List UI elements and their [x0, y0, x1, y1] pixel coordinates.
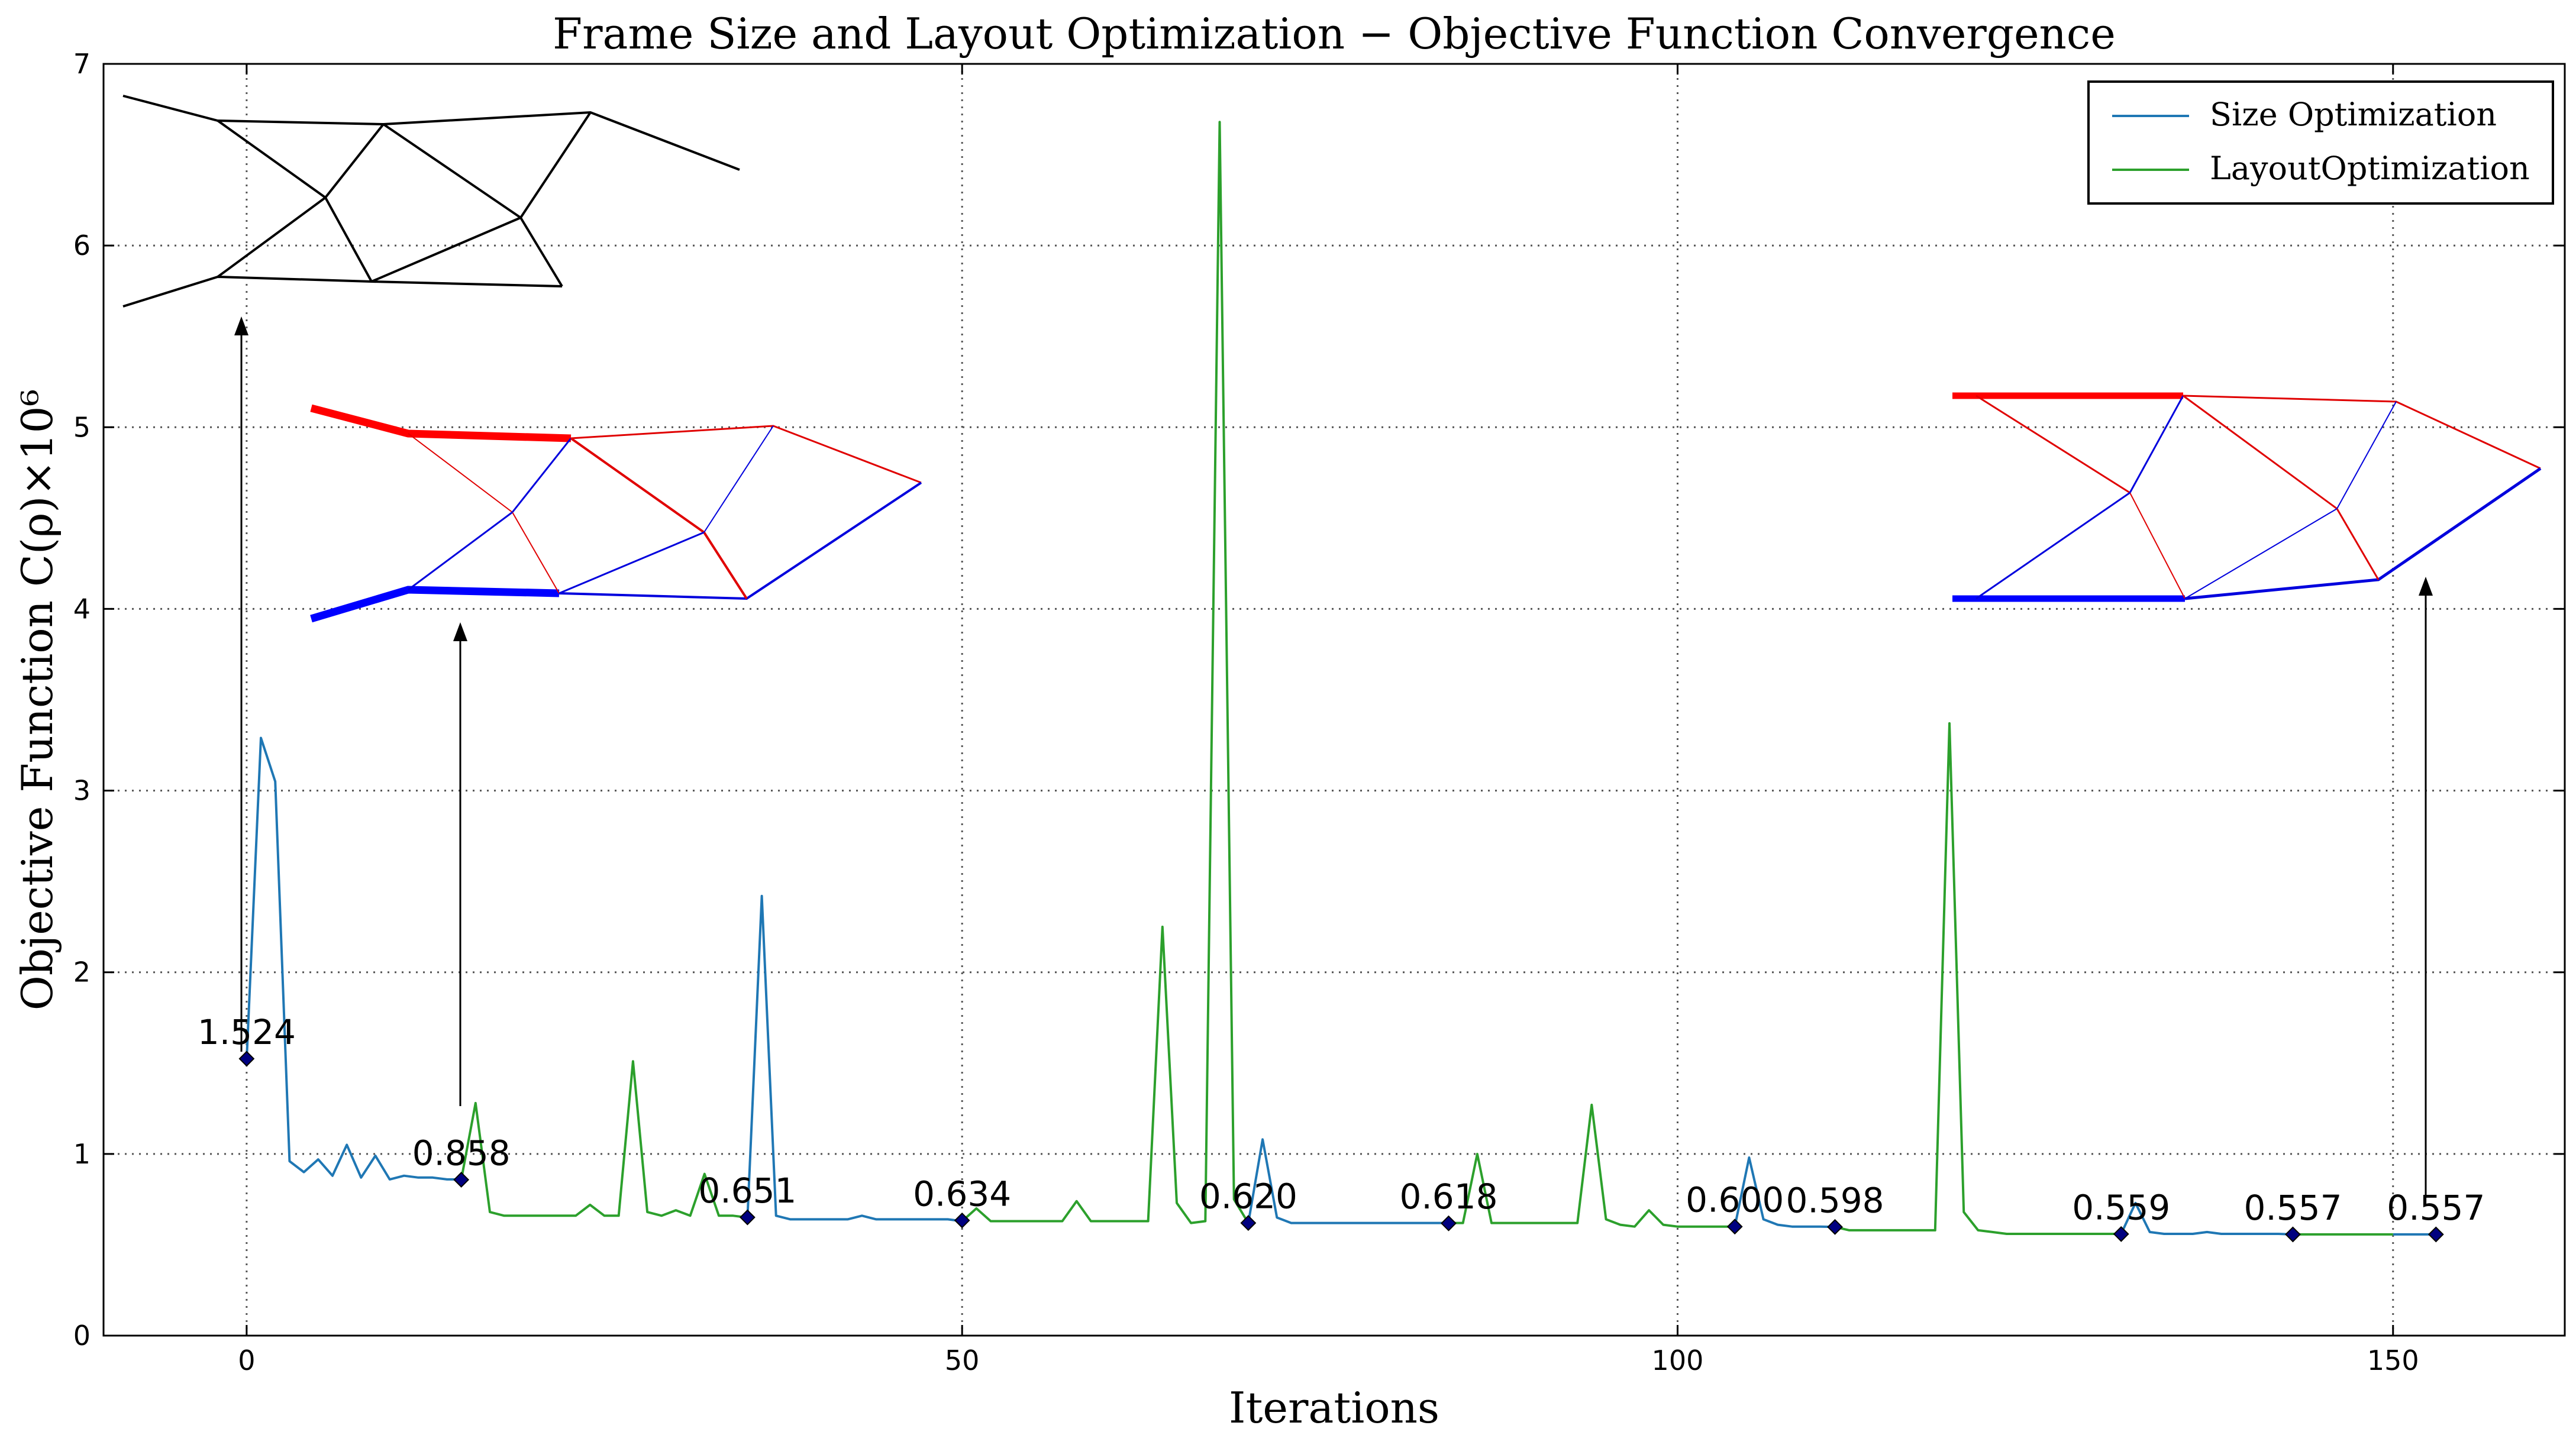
- legend-label-size: Size Optimization: [2210, 96, 2497, 133]
- data-point-marker: [238, 1051, 255, 1067]
- x-tick-label: 150: [2367, 1344, 2419, 1376]
- y-tick-label: 5: [73, 411, 91, 443]
- series-line-size-optimization: [1734, 1156, 1835, 1229]
- y-tick-label: 2: [73, 956, 91, 988]
- series-line-layout-optimization: [460, 1060, 748, 1219]
- series-line-size-optimization: [2120, 1201, 2293, 1236]
- series-line-size-optimization: [1247, 1138, 1449, 1224]
- y-tick-label: 4: [73, 593, 91, 625]
- iteration-markers: 1.524 0.858 0.651 0.634 0.620 0.618 0.600 0.598…: [198, 1012, 2485, 1243]
- data-point-label: 0.559: [2072, 1187, 2170, 1227]
- series-lines: [245, 121, 2436, 1236]
- y-tick-label: 6: [73, 230, 91, 261]
- x-tick-label: 0: [238, 1344, 255, 1376]
- data-point-marker: [739, 1209, 756, 1226]
- data-point-marker: [1240, 1215, 1257, 1231]
- initial-frame-drawing: [122, 95, 740, 308]
- y-axis-label: Objective Function C(ρ)×10⁶: [12, 389, 62, 1011]
- size-optimized-frame-drawing: [310, 404, 922, 623]
- y-tick-label: 3: [73, 775, 91, 807]
- y-tick-label: 0: [73, 1320, 91, 1352]
- data-point-marker: [2427, 1226, 2444, 1243]
- layout-optimized-frame-drawing: [1952, 392, 2542, 602]
- data-point-label: 0.651: [698, 1171, 796, 1211]
- chart-title: Frame Size and Layout Optimization − Obj…: [553, 9, 2116, 59]
- data-point-label: 0.858: [412, 1133, 511, 1173]
- data-point-marker: [2113, 1226, 2129, 1242]
- axis-ticks: 0 50 100 150 0 1 2 3 4 5 6 7: [73, 48, 2565, 1376]
- series-line-size-optimization: [746, 894, 963, 1223]
- data-point-marker: [453, 1172, 470, 1188]
- data-point-marker: [954, 1212, 970, 1229]
- data-point-label: 0.598: [1786, 1180, 1884, 1220]
- legend: Size Optimization LayoutOptimization: [2087, 80, 2554, 205]
- data-point-label: 0.600: [1686, 1180, 1784, 1220]
- x-tick-label: 50: [945, 1344, 980, 1376]
- x-tick-label: 100: [1652, 1344, 1704, 1376]
- series-line-layout-optimization: [1448, 1103, 1735, 1228]
- data-point-label: 0.618: [1399, 1176, 1497, 1217]
- legend-label-layout: LayoutOptimization: [2210, 150, 2530, 187]
- series-line-size-optimization: [245, 736, 461, 1181]
- x-axis-label: Iterations: [1229, 1383, 1439, 1433]
- annotation-arrows: [234, 316, 2433, 1198]
- data-point-label: 1.524: [198, 1012, 296, 1052]
- data-point-label: 0.620: [1199, 1176, 1297, 1217]
- data-point-marker: [1827, 1218, 1843, 1235]
- plot-area: [102, 63, 2566, 1337]
- data-point-marker: [1441, 1215, 1457, 1232]
- data-point-label: 0.557: [2387, 1188, 2485, 1228]
- data-point-marker: [1726, 1218, 1743, 1235]
- y-tick-label: 1: [73, 1138, 91, 1170]
- data-point-label: 0.634: [913, 1174, 1011, 1214]
- data-point-marker: [2285, 1226, 2301, 1243]
- series-line-layout-optimization: [1835, 722, 2122, 1235]
- series-line-layout-optimization: [961, 121, 1250, 1224]
- y-tick-label: 7: [73, 48, 91, 80]
- data-point-label: 0.557: [2243, 1188, 2342, 1228]
